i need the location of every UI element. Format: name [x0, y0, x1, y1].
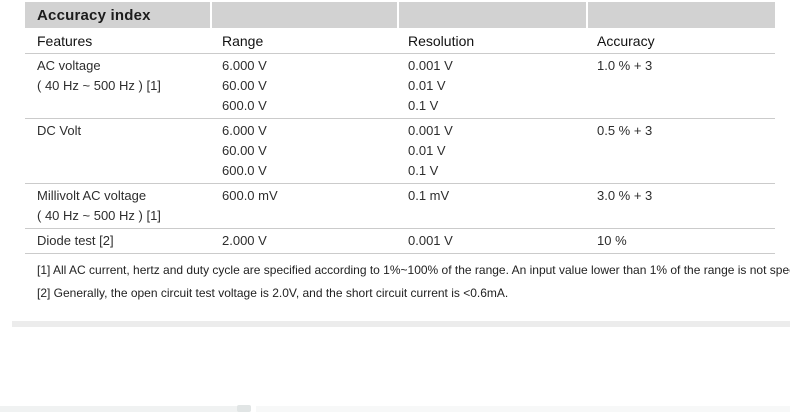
footnotes: [1] All AC current, hertz and duty cycle… [25, 254, 790, 300]
accuracy-cell: 0.5 % + 3 [586, 121, 775, 181]
range-value: 600.0 V [222, 163, 267, 178]
range-value: 60.00 V [222, 143, 267, 158]
resolution-value: 0.001 V [408, 58, 453, 73]
title-band-cell [212, 2, 397, 28]
accuracy-cell: 3.0 % + 3 [586, 186, 775, 226]
feature-note: ( 40 Hz ~ 500 Hz ) [1] [37, 208, 161, 223]
resolution-value: 0.1 V [408, 98, 439, 113]
range-cell: 600.0 mV [212, 186, 399, 226]
title-band-cell [588, 2, 775, 28]
feature-cell: Millivolt AC voltage ( 40 Hz ~ 500 Hz ) … [25, 186, 212, 226]
table-row-ac-voltage: AC voltage ( 40 Hz ~ 500 Hz ) [1] 6.000 … [25, 53, 775, 118]
column-header-resolution: Resolution [408, 32, 475, 49]
accuracy-value: 0.5 % + 3 [597, 123, 653, 138]
range-value: 600.0 V [222, 98, 267, 113]
feature-name: Diode test [2] [37, 233, 114, 248]
accuracy-value: 10 % [597, 233, 627, 248]
footnote-2: [2] Generally, the open circuit test vol… [37, 286, 509, 300]
range-value: 2.000 V [222, 233, 267, 248]
accuracy-value: 3.0 % + 3 [597, 188, 653, 203]
table-row-dc-volt: DC Volt 6.000 V 60.00 V 600.0 V 0.001 V … [25, 118, 775, 183]
feature-cell: AC voltage ( 40 Hz ~ 500 Hz ) [1] [25, 56, 212, 116]
range-value: 600.0 mV [222, 188, 278, 203]
range-cell: 6.000 V 60.00 V 600.0 V [212, 121, 399, 181]
accuracy-spec-table: Accuracy index Features Range Resolution… [25, 2, 790, 309]
column-header-row: Features Range Resolution Accuracy [25, 28, 775, 53]
feature-name: DC Volt [37, 123, 82, 138]
accuracy-value: 1.0 % + 3 [597, 58, 653, 73]
footnote-1: [1] All AC current, hertz and duty cycle… [37, 263, 790, 277]
feature-name: AC voltage [37, 58, 101, 73]
column-header-features: Features [37, 32, 93, 49]
table-row-diode-test: Diode test [2] 2.000 V 0.001 V 10 % [25, 228, 775, 254]
resolution-value: 0.1 mV [408, 188, 450, 203]
accuracy-cell: 10 % [586, 231, 775, 251]
feature-cell: Diode test [2] [25, 231, 212, 251]
title-band-cell [399, 2, 586, 28]
resolution-cell: 0.001 V [399, 231, 586, 251]
table-row-millivolt-ac-voltage: Millivolt AC voltage ( 40 Hz ~ 500 Hz ) … [25, 183, 775, 228]
resolution-value: 0.01 V [408, 143, 446, 158]
resolution-cell: 0.001 V 0.01 V 0.1 V [399, 56, 586, 116]
resolution-value: 0.01 V [408, 78, 446, 93]
table-title: Accuracy index [37, 6, 151, 24]
accuracy-cell: 1.0 % + 3 [586, 56, 775, 116]
feature-name: Millivolt AC voltage [37, 188, 147, 203]
feature-note: ( 40 Hz ~ 500 Hz ) [1] [37, 78, 161, 93]
feature-cell: DC Volt [25, 121, 212, 181]
bottom-bar-handle [237, 405, 251, 412]
bottom-bar-left [0, 406, 247, 412]
title-band-cell: Accuracy index [25, 2, 210, 28]
column-header-accuracy: Accuracy [597, 32, 655, 49]
range-value: 60.00 V [222, 78, 267, 93]
resolution-value: 0.001 V [408, 123, 453, 138]
range-value: 6.000 V [222, 123, 267, 138]
resolution-value: 0.1 V [408, 163, 439, 178]
resolution-cell: 0.1 mV [399, 186, 586, 226]
range-value: 6.000 V [222, 58, 267, 73]
resolution-cell: 0.001 V 0.01 V 0.1 V [399, 121, 586, 181]
range-cell: 6.000 V 60.00 V 600.0 V [212, 56, 399, 116]
range-cell: 2.000 V [212, 231, 399, 251]
column-header-range: Range [222, 32, 264, 49]
table-title-band: Accuracy index [25, 2, 775, 28]
resolution-value: 0.001 V [408, 233, 453, 248]
section-separator-band [12, 321, 790, 327]
bottom-bar-right [256, 406, 790, 412]
